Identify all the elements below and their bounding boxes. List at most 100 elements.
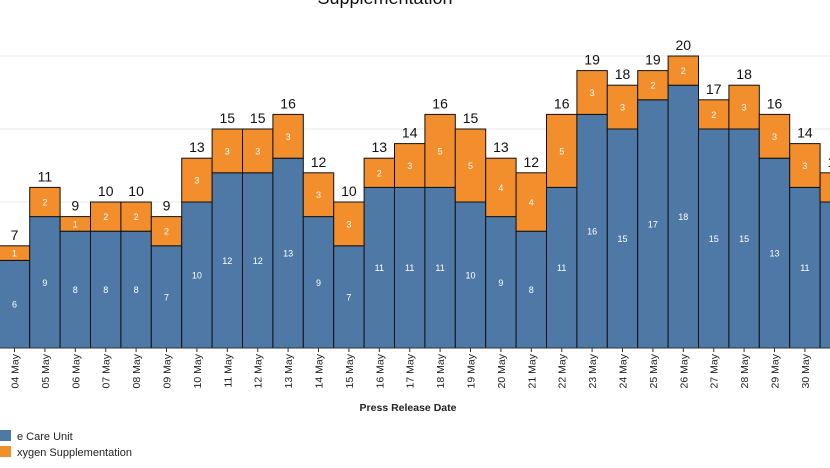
label-oxygen: 2 [134,212,139,222]
legend-label-oxygen: xygen Supplementation [17,447,132,459]
label-total: 15 [220,110,236,126]
label-total: 16 [280,95,296,111]
bar-oxygen [485,157,517,218]
legend-item-oxygen: xygen Supplementation [0,446,132,459]
label-total: 15 [463,110,479,126]
label-total: 11 [38,168,53,184]
x-tick-label: 15 May [344,353,356,388]
label-oxygen: 3 [346,219,351,229]
label-oxygen: 5 [438,146,443,156]
label-total: 13 [189,139,205,155]
label-oxygen: 2 [650,81,655,91]
bar-oxygen [576,70,608,115]
x-tick-label: 21 May [526,353,538,388]
label-icu: 10 [192,271,202,281]
label-oxygen: 3 [316,190,321,200]
x-tick-label: 16 May [374,353,386,388]
label-icu: 11 [435,263,444,273]
label-icu: 13 [769,249,779,259]
bar-icu [576,113,608,349]
label-total: 14 [797,125,813,141]
label-oxygen: 5 [468,161,473,171]
label-icu: 7 [164,292,169,302]
label-total: 10 [98,183,114,199]
label-total: 19 [645,52,661,68]
label-icu: 8 [134,285,139,295]
x-tick-label: 19 May [466,353,478,388]
bar-icu [29,216,61,349]
label-oxygen: 3 [255,146,260,156]
bar-icu [242,172,274,349]
label-oxygen: 3 [742,103,747,113]
label-total: 12 [524,154,540,170]
label-total: 15 [250,110,266,126]
bar-oxygen [150,216,183,247]
bar-icu [181,201,213,349]
x-tick-label: 12 May [253,353,265,388]
label-icu: 15 [709,234,719,244]
label-icu: 9 [498,278,503,288]
bar-oxygen [606,84,639,130]
bar-icu [120,230,152,349]
label-total: 16 [432,95,448,111]
x-tick-label: 18 May [435,353,447,388]
label-total: 20 [676,37,692,53]
x-tick-label: 10 May [192,353,204,388]
label-icu: 8 [529,285,534,295]
label-oxygen: 3 [590,88,595,98]
label-oxygen: 2 [681,66,686,76]
label-oxygen: 1 [12,249,17,259]
label-total: 12 [828,154,830,170]
bar-icu [0,259,31,349]
label-oxygen: 4 [529,198,534,208]
label-icu: 9 [316,278,321,288]
x-tick-label: 06 May [70,353,82,388]
label-oxygen: 3 [772,132,777,142]
x-tick-label: 24 May [618,353,630,388]
label-icu: 16 [587,227,597,237]
label-total: 19 [584,52,600,68]
bar-oxygen [302,172,335,218]
legend-item-icu: e Care Unit [0,430,73,443]
label-oxygen: 3 [620,103,625,113]
label-total: 18 [615,66,631,82]
legend-swatch-oxygen [0,446,11,457]
bar-oxygen [789,143,821,188]
bar-icu [59,230,91,349]
label-total: 13 [372,139,388,155]
x-tick-label: 22 May [557,353,569,388]
label-oxygen: 3 [286,132,291,142]
x-tick-label: 20 May [496,353,508,388]
bar-oxygen [272,113,304,159]
label-icu: 12 [222,256,232,266]
label-total: 12 [311,154,327,170]
x-tick-label: 09 May [162,353,174,388]
x-tick-label: 23 May [587,353,599,388]
label-icu: 7 [346,292,351,302]
bar-oxygen [667,55,699,86]
label-total: 13 [493,139,509,155]
legend-swatch-icu [0,430,11,441]
bar-oxygen [363,157,396,188]
label-oxygen: 2 [377,168,382,178]
label-oxygen: 1 [73,219,78,229]
x-tick-label: 29 May [770,353,782,388]
bar-oxygen [454,128,487,203]
label-icu: 9 [42,278,47,288]
legend-label-icu: e Care Unit [17,431,73,443]
bar-oxygen [698,99,730,130]
label-icu: 15 [739,234,749,244]
label-total: 10 [341,183,357,199]
bar-icu [363,186,396,349]
x-tick-label: 08 May [131,353,143,388]
label-oxygen: 5 [559,146,564,156]
x-tick-label: 28 May [739,353,751,388]
bar-icu [546,186,578,349]
label-icu: 18 [678,212,688,222]
label-icu: 12 [253,256,263,266]
label-icu: 15 [617,234,627,244]
bar-oxygen [181,157,213,203]
x-tick-label: 30 May [800,353,812,388]
label-total: 10 [128,183,144,199]
label-icu: 11 [800,263,809,273]
